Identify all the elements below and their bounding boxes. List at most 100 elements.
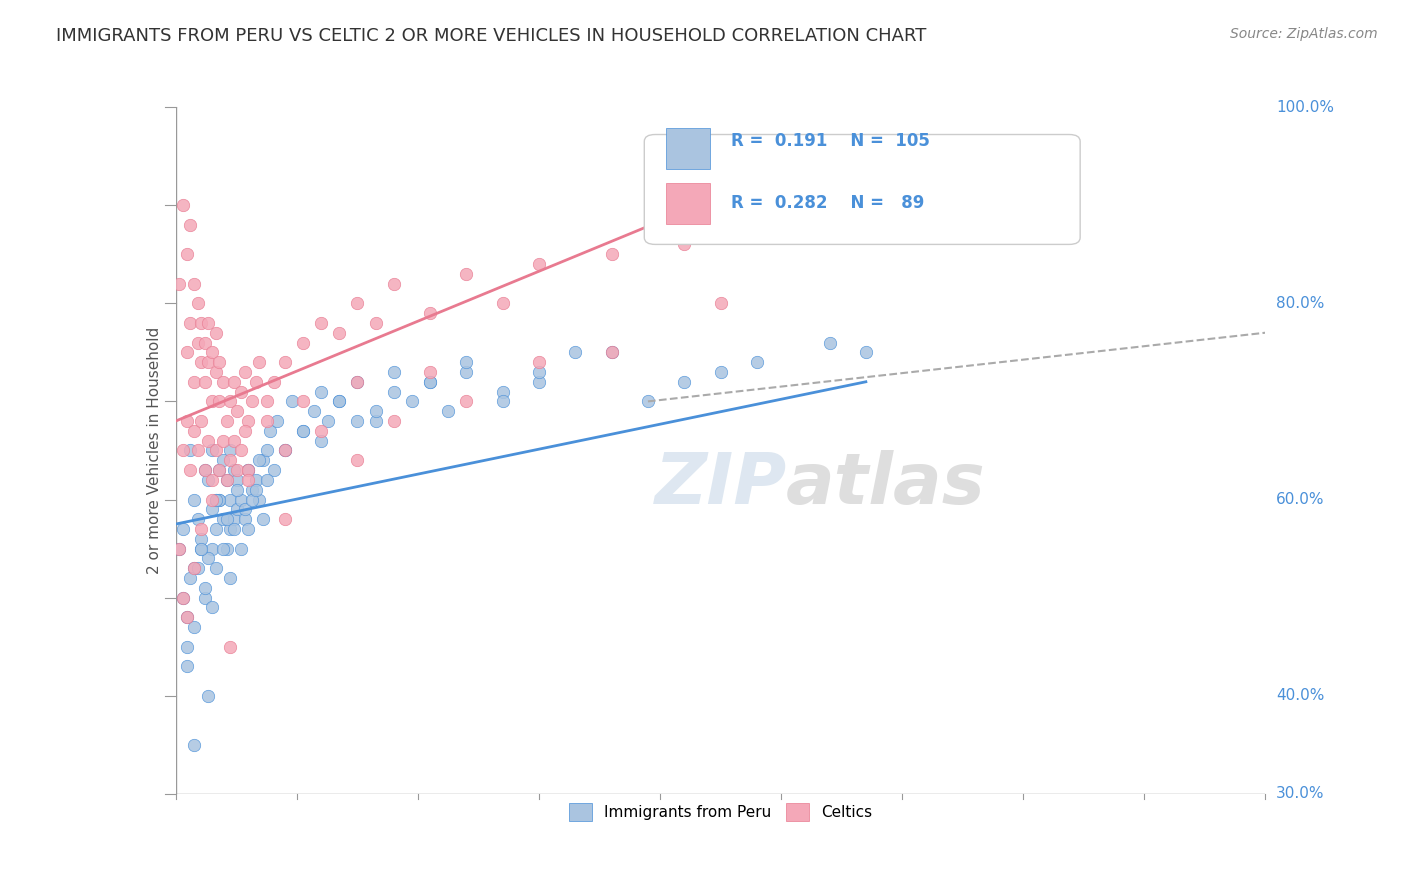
Celtics [197,355,219,369]
Immigrants from Peru [456,365,478,379]
Celtics [183,424,205,438]
Immigrants from Peru [855,345,877,359]
Celtics [291,394,314,409]
Celtics [240,394,263,409]
Immigrants from Peru [194,463,217,477]
Celtics [328,326,350,340]
Immigrants from Peru [364,404,387,418]
Immigrants from Peru [309,434,332,448]
Celtics [201,394,224,409]
Celtics [710,296,733,310]
Immigrants from Peru [437,404,460,418]
Celtics [238,473,260,487]
Immigrants from Peru [291,424,314,438]
Immigrants from Peru [231,492,253,507]
Celtics [346,296,368,310]
Immigrants from Peru [245,483,267,497]
Celtics [346,453,368,467]
Text: 80.0%: 80.0% [1277,296,1324,310]
Celtics [212,375,235,389]
Celtics [204,365,226,379]
FancyBboxPatch shape [644,135,1080,244]
Celtics [233,365,256,379]
Immigrants from Peru [190,532,212,546]
Immigrants from Peru [291,424,314,438]
Celtics [274,512,297,526]
Immigrants from Peru [172,522,194,536]
Legend: Immigrants from Peru, Celtics: Immigrants from Peru, Celtics [562,797,879,828]
Immigrants from Peru [219,571,242,585]
Celtics [219,453,242,467]
Celtics [673,237,696,252]
Immigrants from Peru [179,571,201,585]
Celtics [219,394,242,409]
Text: ZIP: ZIP [654,450,787,519]
Immigrants from Peru [215,512,238,526]
Celtics [226,404,249,418]
Celtics [172,198,194,212]
Celtics [186,296,209,310]
Immigrants from Peru [401,394,423,409]
Celtics [190,355,212,369]
Celtics [527,355,550,369]
Immigrants from Peru [364,414,387,428]
Immigrants from Peru [346,414,368,428]
Celtics [197,434,219,448]
Celtics [364,316,387,330]
Celtics [600,345,623,359]
Text: 30.0%: 30.0% [1277,787,1324,801]
Celtics [527,257,550,271]
Text: R =  0.282    N =   89: R = 0.282 N = 89 [731,194,925,212]
Immigrants from Peru [233,502,256,516]
Immigrants from Peru [215,473,238,487]
Text: atlas: atlas [786,450,986,519]
Immigrants from Peru [204,522,226,536]
Immigrants from Peru [190,541,212,556]
Immigrants from Peru [219,443,242,458]
Immigrants from Peru [673,375,696,389]
Immigrants from Peru [274,443,297,458]
Celtics [818,218,841,232]
Immigrants from Peru [208,463,231,477]
Immigrants from Peru [176,610,198,624]
Celtics [201,473,224,487]
Immigrants from Peru [183,738,205,752]
Celtics [172,591,194,605]
Immigrants from Peru [382,365,405,379]
Celtics [274,443,297,458]
Celtics [219,640,242,654]
Celtics [309,424,332,438]
Immigrants from Peru [194,591,217,605]
Immigrants from Peru [247,492,270,507]
Celtics [186,335,209,350]
Immigrants from Peru [492,384,515,399]
Celtics [201,492,224,507]
Immigrants from Peru [172,591,194,605]
Immigrants from Peru [208,492,231,507]
Celtics [215,414,238,428]
Immigrants from Peru [222,512,245,526]
Immigrants from Peru [527,375,550,389]
Y-axis label: 2 or more Vehicles in Household: 2 or more Vehicles in Household [146,326,162,574]
Immigrants from Peru [245,473,267,487]
Celtics [179,218,201,232]
Immigrants from Peru [201,502,224,516]
Text: Source: ZipAtlas.com: Source: ZipAtlas.com [1230,27,1378,41]
Immigrants from Peru [183,620,205,634]
Celtics [208,394,231,409]
Immigrants from Peru [169,541,191,556]
Celtics [179,316,201,330]
Immigrants from Peru [226,483,249,497]
Celtics [179,463,201,477]
Celtics [194,375,217,389]
Immigrants from Peru [818,335,841,350]
Immigrants from Peru [208,492,231,507]
Immigrants from Peru [212,512,235,526]
Immigrants from Peru [212,541,235,556]
Celtics [492,296,515,310]
Immigrants from Peru [309,384,332,399]
Celtics [190,522,212,536]
Celtics [222,375,245,389]
Immigrants from Peru [710,365,733,379]
Celtics [208,355,231,369]
